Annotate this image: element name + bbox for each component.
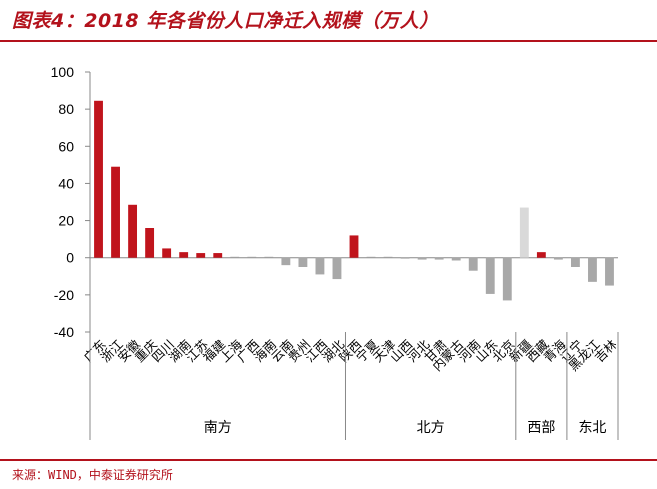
y-tick-label: -40 <box>54 324 74 340</box>
group-labels: 南方 北方 西部 东北 <box>89 332 619 440</box>
bar <box>383 256 393 258</box>
bar <box>145 228 155 258</box>
bar <box>570 257 580 267</box>
bar <box>196 253 206 258</box>
bar <box>588 257 597 282</box>
bar <box>247 256 257 258</box>
bar <box>349 235 359 258</box>
y-tick-label: 100 <box>51 64 75 80</box>
bar <box>434 257 444 260</box>
bar <box>485 257 495 294</box>
bar <box>111 166 120 258</box>
bar <box>264 256 274 258</box>
footer-divider <box>0 459 657 461</box>
y-tick-label: -20 <box>54 287 74 303</box>
y-tick-label: 80 <box>58 101 74 117</box>
y-tick-label: 60 <box>58 138 74 154</box>
bar <box>213 253 223 258</box>
y-axis: 100 80 60 40 20 0 -20 -40 <box>51 64 618 340</box>
bar <box>519 207 529 258</box>
bar <box>230 256 240 258</box>
source-note: 来源：WIND，中泰证券研究所 <box>12 468 173 482</box>
group-label: 南方 <box>204 420 232 436</box>
bar <box>417 257 427 260</box>
bar <box>94 100 103 258</box>
bar <box>605 257 614 286</box>
chart-title: 图表4：2018 年各省份人口净迁入规模（万人） <box>12 10 439 32</box>
bar <box>281 257 291 266</box>
bar <box>128 204 138 258</box>
group-label: 北方 <box>417 420 445 436</box>
bar <box>451 257 461 261</box>
bar <box>315 257 325 275</box>
y-tick-label: 40 <box>58 175 74 191</box>
y-tick-label: 0 <box>66 250 74 266</box>
bar <box>502 257 512 301</box>
bar <box>179 252 189 258</box>
title-divider <box>0 40 657 42</box>
bar <box>366 256 376 258</box>
group-label: 东北 <box>578 420 606 436</box>
bar-chart: 100 80 60 40 20 0 -20 -40 广东浙江安徽重庆四川湖南江苏福建上海广西海… <box>51 64 621 440</box>
bar <box>162 248 172 258</box>
bar <box>553 257 563 260</box>
bar <box>332 257 342 280</box>
group-label: 西部 <box>527 420 555 436</box>
bar <box>400 257 410 259</box>
bars <box>94 100 614 301</box>
y-tick-label: 20 <box>58 213 74 229</box>
bar <box>298 257 308 267</box>
bar <box>536 252 546 258</box>
bar <box>468 257 478 271</box>
category-labels: 广东浙江安徽重庆四川湖南江苏福建上海广西海南云南贵州江西湖北陕西宁夏天津山西河北… <box>81 336 621 373</box>
